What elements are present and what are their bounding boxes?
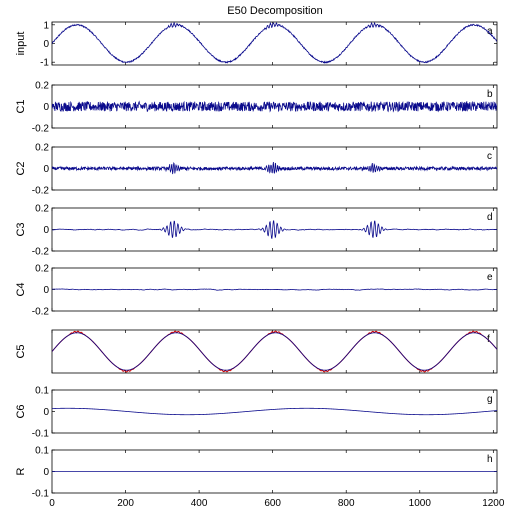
y-tick-label: 0.2	[35, 264, 49, 275]
panel-C1: 0.2 0 -0.2 C1 b	[15, 81, 498, 135]
y-tick-label: 0	[43, 467, 49, 478]
y-tick-label: 0	[43, 285, 49, 296]
panel-input: 1 0 -1 input a	[15, 20, 498, 69]
y-axis-label: C2	[15, 161, 27, 175]
series-line-overlay	[52, 330, 497, 373]
y-axis-label: C1	[15, 99, 27, 113]
panel-letter: h	[487, 454, 493, 465]
x-axis-ticks: 0 200 400 600 800 1000 1200	[49, 498, 505, 509]
panel-C3: 0.2 0 -0.2 C3 d	[15, 204, 498, 258]
chart-title: E50 Decomposition	[227, 5, 322, 17]
panel-letter: d	[487, 212, 493, 223]
panel-letter: g	[487, 394, 493, 405]
x-tick-label: 400	[191, 498, 208, 509]
y-tick-label: -0.1	[32, 429, 50, 440]
y-axis-label: C3	[15, 222, 27, 236]
panel-R: 0.1 0 -0.1 Rh	[15, 446, 498, 500]
x-tick-label: 200	[117, 498, 134, 509]
series-line	[52, 220, 497, 239]
y-axis-label: input	[15, 32, 27, 56]
y-tick-label: -0.2	[32, 124, 50, 135]
y-axis-label: C5	[15, 344, 27, 358]
panel-frame	[51, 389, 498, 434]
x-tick-label: 800	[338, 498, 355, 509]
panel-letter: a	[487, 26, 493, 37]
series-line	[52, 332, 497, 371]
y-tick-label: 0.1	[35, 386, 49, 397]
panel-letter: b	[487, 89, 493, 100]
panel-C2: 0.2 0 -0.2 C2 c	[15, 143, 498, 197]
y-axis-label: C6	[15, 404, 27, 418]
panels-group: 1 0 -1 input a 0.2 0 -0.2 C1 b 0.2 0 -0.2 C2 c 0.2 0 -0.2…	[15, 20, 498, 500]
y-tick-label: 0.1	[35, 446, 49, 457]
y-tick-label: -1	[40, 58, 49, 69]
y-tick-label: 1	[43, 20, 49, 31]
y-tick-label: -0.2	[32, 247, 50, 258]
panel-C4: 0.2 0 -0.2 C4 e	[15, 264, 498, 318]
x-tick-label: 0	[49, 498, 55, 509]
panel-letter: c	[487, 151, 492, 162]
y-tick-label: 0	[43, 407, 49, 418]
panel-frame	[51, 21, 498, 66]
panel-frame	[51, 329, 498, 374]
y-tick-label: 0	[43, 164, 49, 175]
y-tick-label: -0.2	[32, 307, 50, 318]
x-tick-label: 600	[264, 498, 281, 509]
y-axis-label: C4	[15, 282, 27, 296]
series-line	[52, 161, 497, 175]
y-tick-label: 0.2	[35, 81, 49, 92]
y-axis-label: R	[15, 467, 27, 475]
y-tick-label: -0.2	[32, 186, 50, 197]
panel-letter: e	[487, 272, 493, 283]
series-line	[52, 22, 497, 64]
y-tick-label: 0	[43, 225, 49, 236]
x-tick-label: 1200	[482, 498, 505, 509]
y-tick-label: 0	[43, 39, 49, 50]
panel-C6: 0.1 0 -0.1 C6 g	[15, 386, 498, 440]
panel-C5: C5f	[15, 329, 498, 374]
y-tick-label: 0	[43, 102, 49, 113]
y-tick-label: 0.2	[35, 204, 49, 215]
x-tick-label: 1000	[409, 498, 432, 509]
y-tick-label: 0.2	[35, 143, 49, 154]
y-tick-label: -0.1	[32, 489, 50, 500]
series-line	[52, 100, 497, 113]
series-line	[52, 288, 497, 291]
series-line	[52, 407, 497, 416]
